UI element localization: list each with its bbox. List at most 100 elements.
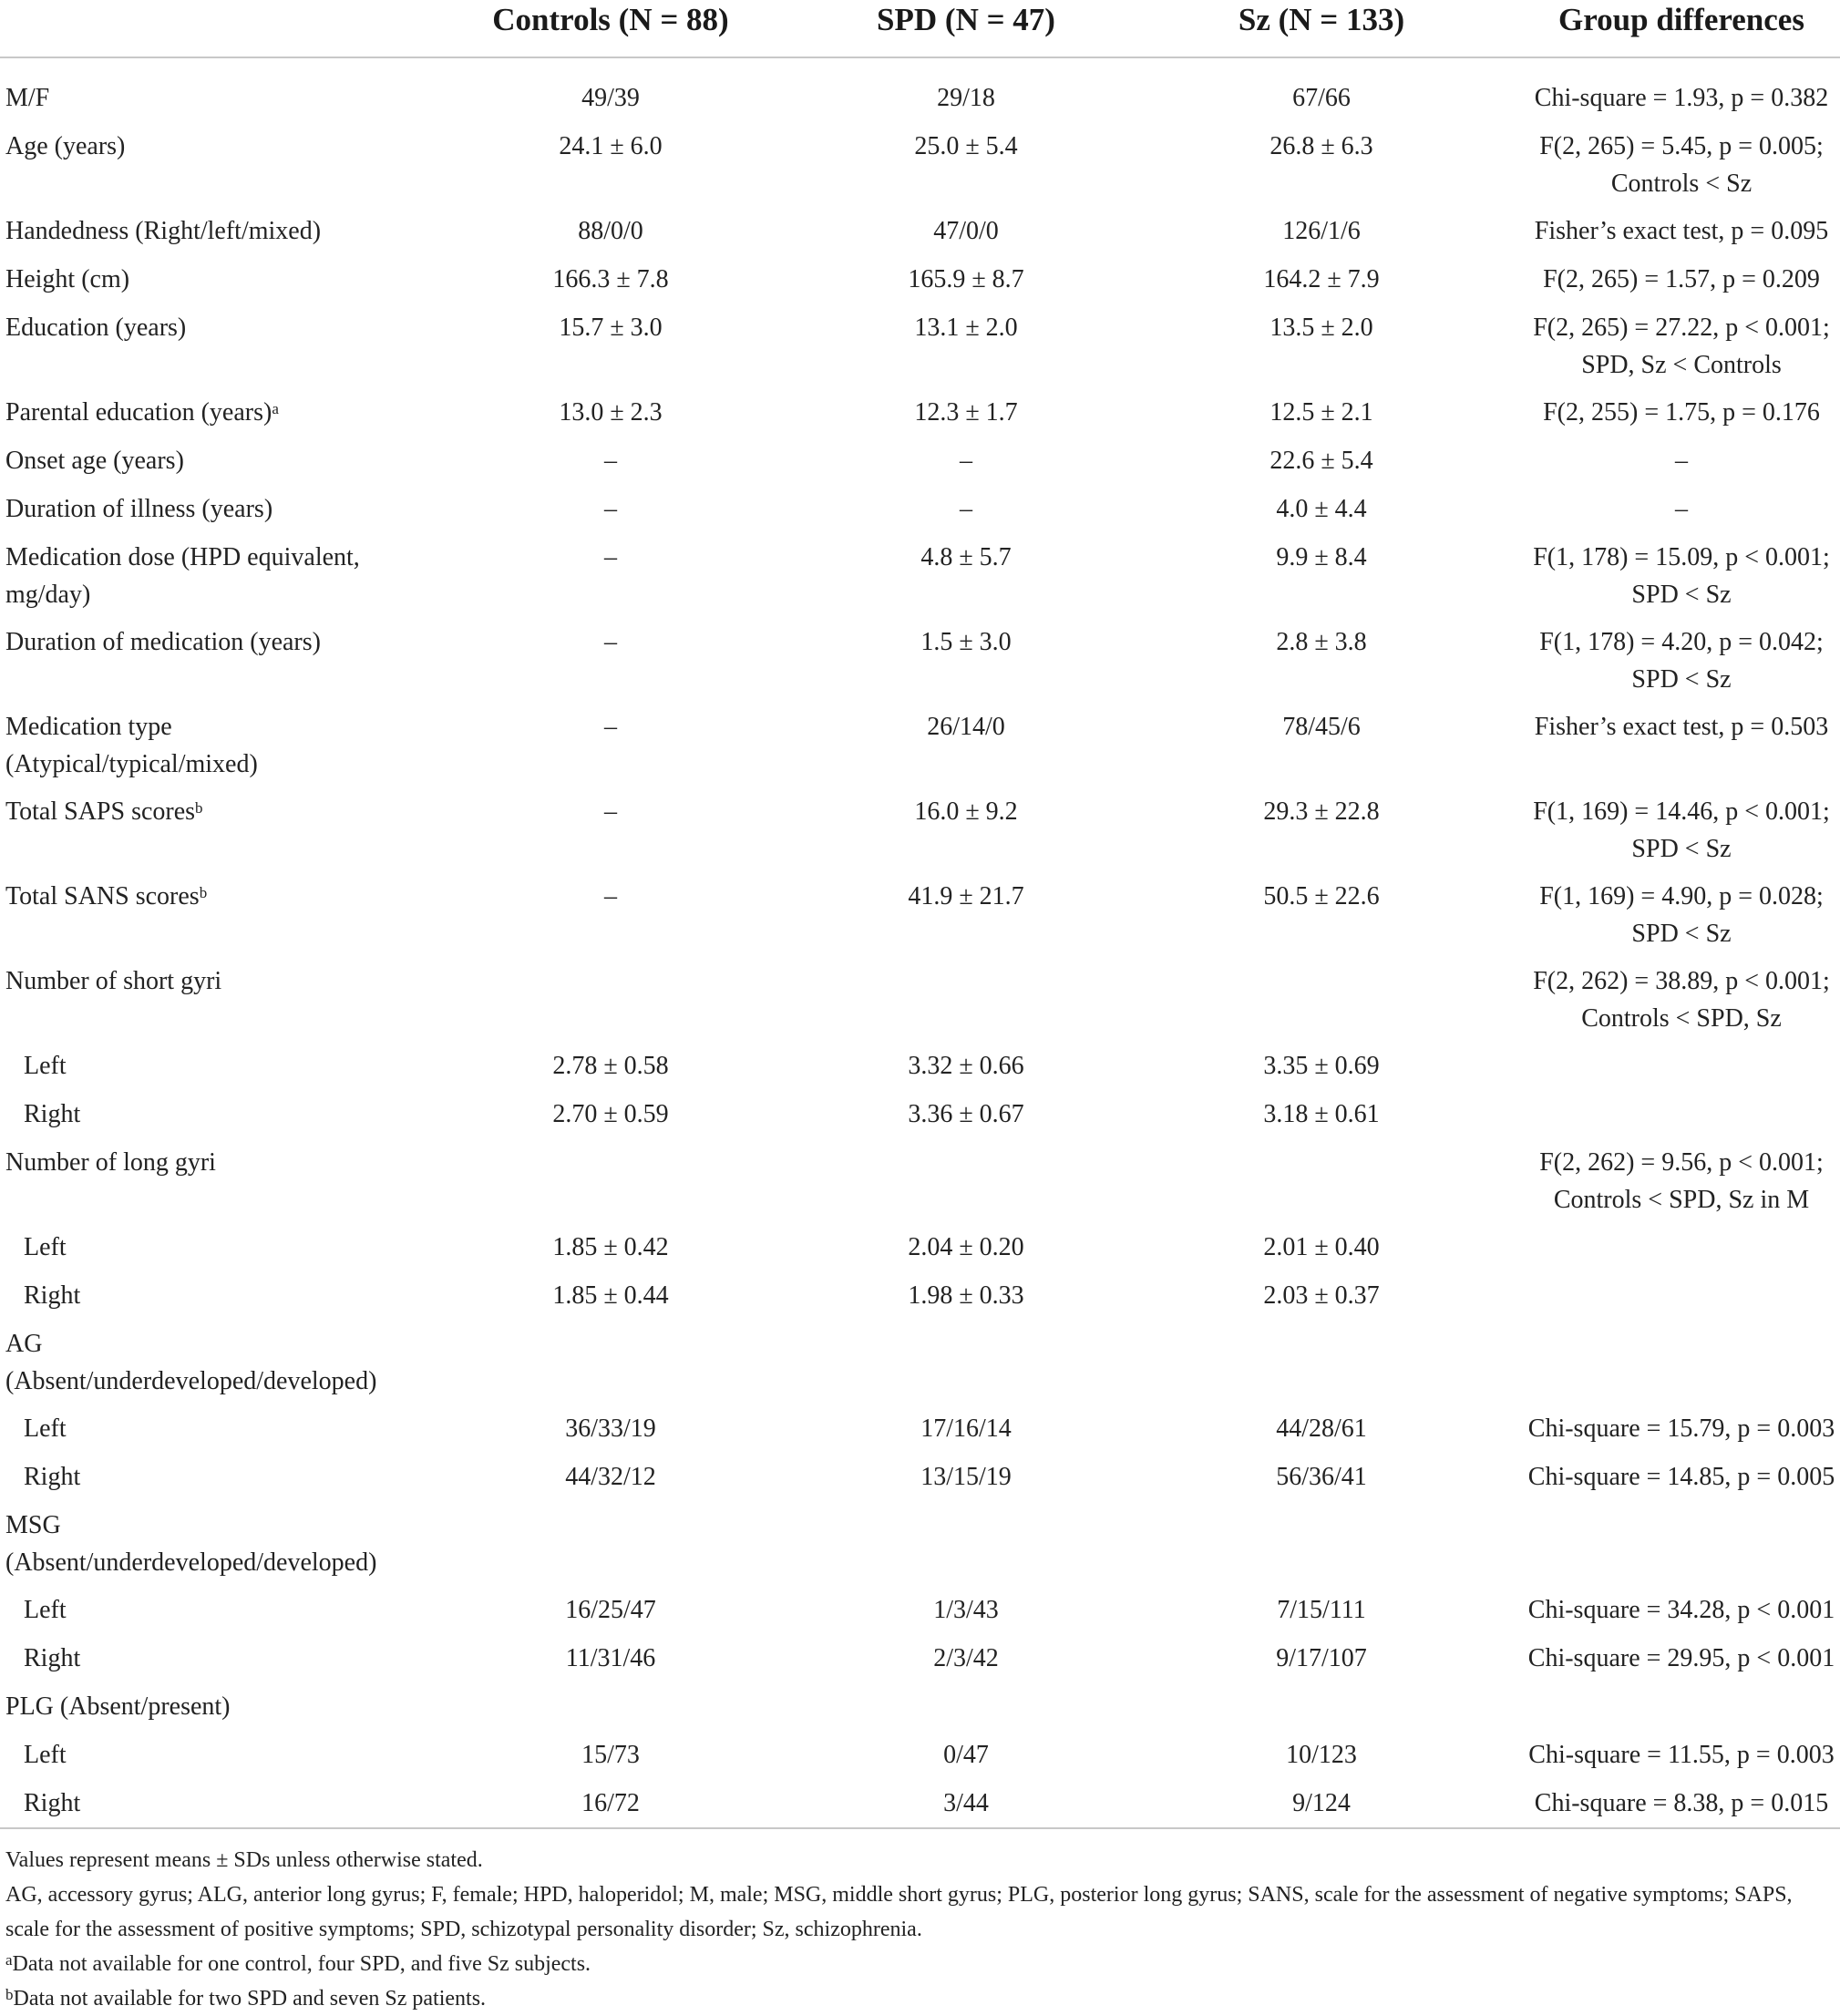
group-difference-line: SPD < Sz [1631,920,1732,948]
group-difference-line: Chi-square = 14.85, p = 0.005 [1527,1463,1835,1491]
cell-controls: 15/73 [581,1741,640,1769]
cell-group-differences: F(2, 265) = 5.45, p = 0.005; Controls < S… [1539,128,1824,202]
row-label-text-line2: (Absent/underdeveloped/developed) [5,1367,377,1395]
group-difference-line: F(2, 262) = 9.56, p < 0.001; [1539,1148,1824,1177]
cell-controls: 2.70 ± 0.59 [552,1100,669,1128]
group-difference-line: Fisher’s exact test, p = 0.095 [1534,217,1829,245]
cell-sz: 3.18 ± 0.61 [1263,1100,1380,1128]
cell-controls: – [604,797,617,826]
group-difference-line: Chi-square = 15.79, p = 0.003 [1527,1414,1835,1443]
cell-sz: 78/45/6 [1282,713,1361,741]
row-label-text: M/F [5,84,50,112]
row-label: Onset age (years) [5,442,184,479]
cell-sz: 67/66 [1292,84,1351,112]
row-label-text: Left [24,1233,67,1261]
cell-group-differences: F(2, 262) = 9.56, p < 0.001; Controls < S… [1539,1144,1824,1219]
row-label-text-line2: (Atypical/typical/mixed) [5,750,258,778]
row-label-text: AG [5,1330,43,1358]
cell-spd: – [960,495,972,523]
group-difference-line: F(2, 265) = 5.45, p = 0.005; [1539,132,1824,160]
cell-controls: 24.1 ± 6.0 [559,132,663,160]
row-label-text-line2: mg/day) [5,581,91,609]
row-label-text: Duration of medication (years) [5,628,321,656]
cell-group-differences: Fisher’s exact test, p = 0.095 [1535,212,1828,250]
group-difference-line: Chi-square = 11.55, p = 0.003 [1528,1741,1835,1769]
cell-group-differences: Chi-square = 14.85, p = 0.005 [1528,1458,1835,1496]
cell-sz: 29.3 ± 22.8 [1263,797,1380,826]
row-label-text: Left [24,1741,67,1769]
group-difference-line: F(1, 169) = 14.46, p < 0.001; [1533,797,1830,826]
row-label: PLG (Absent/present) [5,1688,231,1725]
cell-spd: 0/47 [943,1741,989,1769]
cell-spd: 4.8 ± 5.7 [920,543,1012,571]
row-label: Left [24,1410,67,1447]
row-label-text: Parental education (years) [5,398,272,427]
cell-controls: 1.85 ± 0.44 [552,1281,669,1310]
cell-sz: 2.03 ± 0.37 [1263,1281,1380,1310]
cell-sz: 13.5 ± 2.0 [1269,314,1373,342]
cell-sz: 2.01 ± 0.40 [1263,1233,1380,1261]
cell-group-differences: F(1, 178) = 15.09, p < 0.001; SPD < Sz [1533,539,1830,613]
cell-group-differences: Chi-square = 8.38, p = 0.015 [1535,1785,1828,1822]
row-label: Number of short gyri [5,962,221,1000]
header-sz: Sz (N = 133) [1238,2,1405,37]
row-label-text: Right [24,1789,81,1817]
group-difference-line: F(1, 178) = 4.20, p = 0.042; [1539,628,1824,656]
group-difference-line: – [1675,495,1688,523]
header-group-differences: Group differences [1558,2,1804,37]
cell-group-differences: F(1, 169) = 4.90, p = 0.028; SPD < Sz [1539,878,1824,952]
row-label: Education (years) [5,309,186,346]
cell-spd: 3.36 ± 0.67 [908,1100,1024,1128]
cell-group-differences: Chi-square = 29.95, p < 0.001 [1528,1640,1835,1677]
cell-sz: 56/36/41 [1276,1463,1367,1491]
row-label-footnote-mark: b [195,799,203,817]
cell-sz: 50.5 ± 22.6 [1263,882,1380,910]
table-body: M/F 49/39 29/18 67/66 Chi-square = 1.93, p =… [5,84,1835,1822]
row-label-text: Total SANS scores [5,882,200,910]
cell-spd: 17/16/14 [920,1414,1012,1443]
cell-sz: 7/15/111 [1277,1596,1366,1624]
cell-group-differences: F(2, 255) = 1.75, p = 0.176 [1543,394,1820,431]
row-label: MSG (Absent/underdeveloped/developed) [5,1507,376,1581]
row-label-text: Number of long gyri [5,1148,216,1177]
row-label-text: Handedness (Right/left/mixed) [5,217,322,245]
footnote-b-mark: b [5,1986,14,2003]
row-label: Total SANS scoresb [5,878,207,915]
row-label-text: Onset age (years) [5,447,184,475]
group-difference-line: F(2, 265) = 27.22, p < 0.001; [1533,314,1830,342]
cell-controls: 44/32/12 [565,1463,656,1491]
group-difference-line: Fisher’s exact test, p = 0.503 [1534,713,1829,741]
group-difference-line: F(2, 262) = 38.89, p < 0.001; [1533,967,1830,995]
row-label: Right [24,1277,80,1314]
cell-group-differences: F(1, 169) = 14.46, p < 0.001; SPD < Sz [1533,793,1830,868]
table-header: Controls (N = 88) SPD (N = 47) Sz (N = 1… [0,0,1840,57]
row-label: Duration of illness (years) [5,490,272,528]
cell-group-differences: F(1, 178) = 4.20, p = 0.042; SPD < Sz [1539,623,1824,698]
cell-sz: 3.35 ± 0.69 [1263,1052,1380,1080]
row-label: Medication dose (HPD equivalent, mg/day) [5,539,360,613]
footnote-a-text: Data not available for one control, four… [12,1952,591,1976]
row-label-text: Right [24,1281,81,1310]
group-difference-line: F(2, 265) = 1.57, p = 0.209 [1543,265,1820,293]
cell-spd: – [960,447,972,475]
cell-group-differences: Chi-square = 34.28, p < 0.001 [1528,1591,1835,1629]
row-label-text: Right [24,1100,81,1128]
cell-sz: 44/28/61 [1276,1414,1367,1443]
footnote-a-mark: a [5,1951,13,1969]
cell-spd: 13.1 ± 2.0 [914,314,1018,342]
group-difference-line: Controls < SPD, Sz [1581,1004,1782,1033]
cell-controls: 49/39 [581,84,640,112]
footnote-abbreviations: AG, accessory gyrus; ALG, anterior long … [5,1883,1793,1941]
footer-divider [0,1827,1840,1829]
cell-spd: 47/0/0 [933,217,999,245]
group-difference-line: Chi-square = 8.38, p = 0.015 [1534,1789,1829,1817]
cell-sz: 126/1/6 [1282,217,1361,245]
row-label: Right [24,1458,80,1496]
cell-spd: 1.5 ± 3.0 [920,628,1012,656]
cell-sz: 9/17/107 [1276,1644,1367,1672]
row-label-text: Medication dose (HPD equivalent, [5,543,360,571]
cell-group-differences: F(2, 262) = 38.89, p < 0.001; Controls < … [1533,962,1830,1037]
row-label: Total SAPS scoresb [5,793,203,830]
row-label-text: Number of short gyri [5,967,222,995]
cell-sz: 9.9 ± 8.4 [1276,543,1367,571]
